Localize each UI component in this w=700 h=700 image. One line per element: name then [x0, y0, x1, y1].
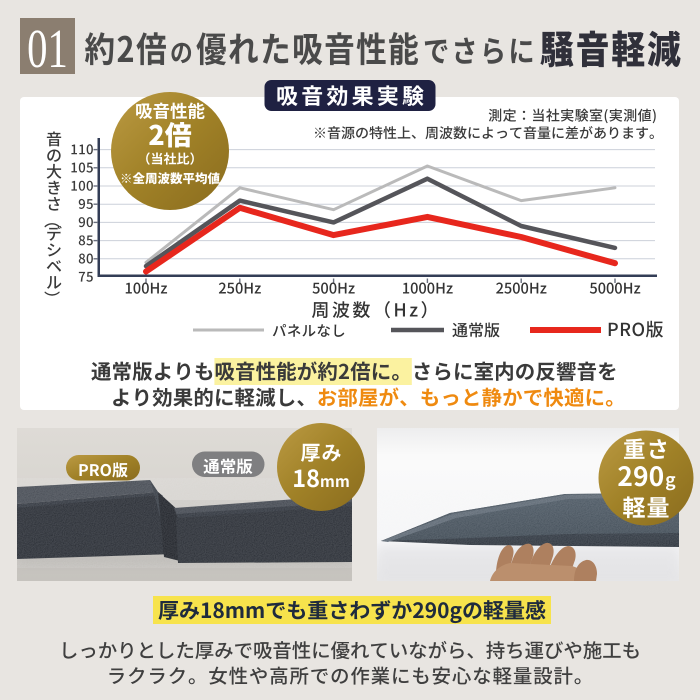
svg-text:01: 01	[27, 19, 68, 79]
